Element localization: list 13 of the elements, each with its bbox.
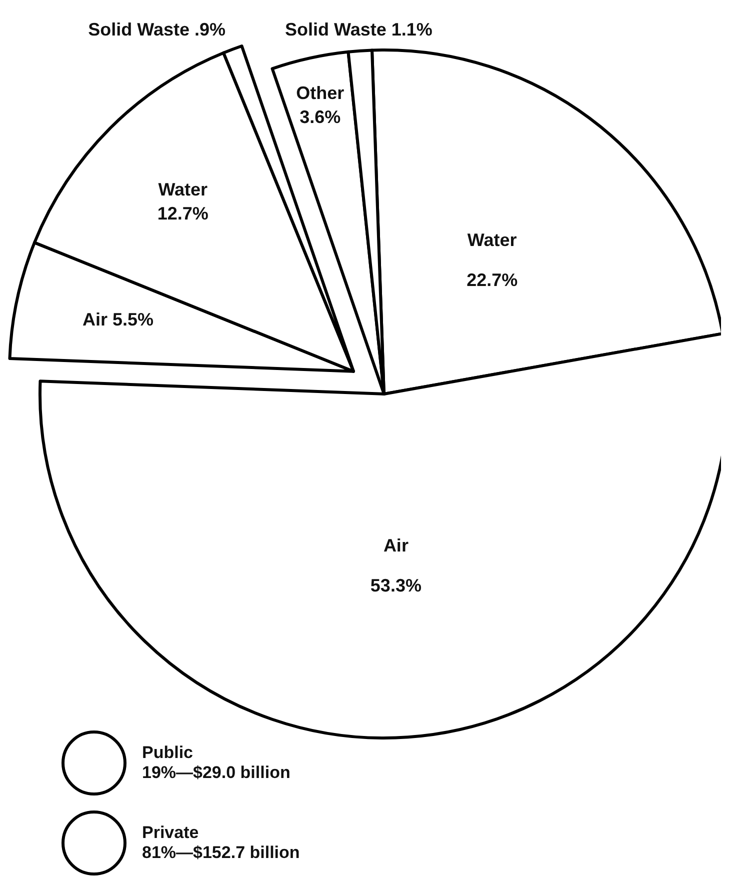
slice-label: Solid Waste .9%: [88, 19, 226, 40]
data-label: 53.3%: [370, 576, 422, 596]
slice-label: Solid Waste 1.1%: [285, 20, 432, 40]
slice-label: Air: [383, 536, 408, 556]
data-label: 3.6%: [300, 107, 341, 128]
slice-label: Water: [467, 230, 517, 250]
text: Private 81%—$152.7 billion: [142, 823, 300, 863]
category-label: Air 5.5%: [82, 310, 154, 330]
text: Public 19%—$29.0 billion: [142, 743, 290, 783]
data-label: 12.7%: [157, 203, 208, 224]
slice-label: Water: [158, 179, 208, 200]
data-label: 22.7%: [466, 270, 518, 290]
slice-label: Other: [296, 83, 344, 104]
